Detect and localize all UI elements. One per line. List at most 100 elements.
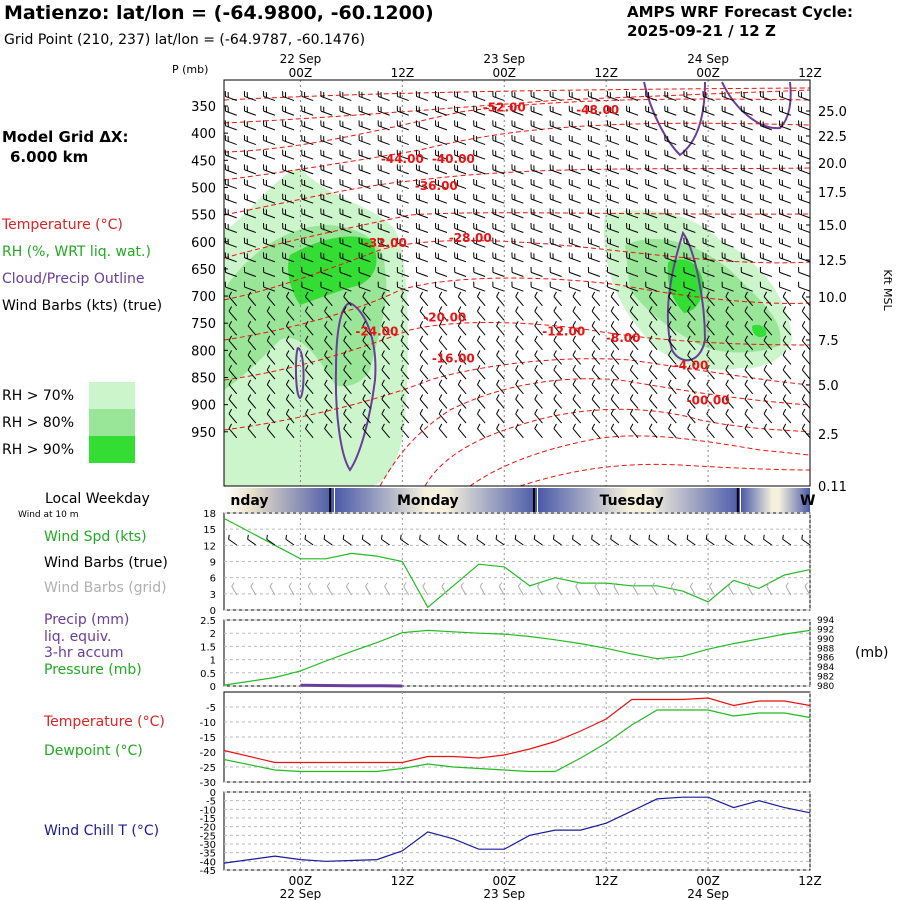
wind-barb <box>263 164 276 175</box>
rh90-swatch <box>89 436 135 463</box>
top-time-tick-label: 00Z <box>696 66 720 80</box>
wind-barb <box>683 252 696 263</box>
wind-barb <box>534 335 543 351</box>
wind-barb <box>664 237 677 248</box>
height-tick-label: 20.0 <box>818 157 847 172</box>
wind-barb <box>572 335 582 351</box>
temperature-contour <box>379 378 810 486</box>
surface-wind-barb-true <box>323 534 333 546</box>
wind-barb <box>415 252 428 263</box>
surface-wind-barb-grid <box>632 582 639 596</box>
wind-barb <box>782 423 792 439</box>
wind-barb <box>702 149 715 160</box>
surface-wind-barb-true <box>400 534 410 546</box>
wind-barb <box>305 364 314 380</box>
wind-barb <box>285 291 295 307</box>
wind-barb <box>759 223 772 233</box>
wind-barb <box>282 266 295 277</box>
wind-barb <box>610 423 620 439</box>
wind-barb <box>740 281 753 292</box>
temperature-contour <box>224 167 810 216</box>
wind-barb <box>778 91 792 102</box>
surface-wind-barb-grid <box>651 582 658 596</box>
wind-barb <box>473 208 486 219</box>
temperature-contour-label: -00.00 <box>687 394 730 408</box>
wind-barb <box>801 408 810 424</box>
wind-barb <box>457 291 467 307</box>
wind-barb <box>587 208 600 219</box>
wind-barb <box>434 281 448 292</box>
wind-barb <box>725 408 734 424</box>
wind-barb <box>587 223 600 233</box>
wind-barb <box>243 281 257 292</box>
wind-barb <box>396 179 409 190</box>
wind-barb <box>782 291 792 307</box>
wind-barb <box>224 91 237 102</box>
wind-barb <box>645 281 658 292</box>
wind-barb <box>247 364 257 380</box>
wind-barb <box>381 335 390 351</box>
wind-barb <box>381 394 390 409</box>
wind-barb <box>798 193 810 204</box>
wind-barb <box>282 281 295 292</box>
wind-barb <box>725 379 734 395</box>
wind-barb <box>740 135 753 146</box>
y-tick-label: -5 <box>206 797 216 808</box>
surface-wind-barb-true <box>228 534 238 546</box>
wind-barb <box>553 408 562 424</box>
wind-barb <box>396 149 409 160</box>
temperature-contour-label: -52.00 <box>483 100 526 114</box>
wind-barb <box>606 223 620 233</box>
wind-barb <box>591 306 601 321</box>
wind-barb <box>721 91 734 102</box>
wind-barb <box>263 281 276 292</box>
wind-barb <box>224 164 237 175</box>
wind-barb <box>263 179 276 190</box>
wind-barb <box>702 91 715 102</box>
pressure-tick-label: 950 <box>191 426 216 441</box>
top-time-tick-label: 00Z <box>289 66 313 80</box>
surface-wind-barb-grid <box>517 582 524 596</box>
wind-barb <box>358 120 371 131</box>
wind-barb <box>434 223 448 233</box>
wind-barb <box>553 379 562 395</box>
temperature-contour-label: -48.00 <box>576 103 619 117</box>
wind-barb <box>702 281 715 292</box>
rh80-swatch <box>89 409 135 436</box>
wind-barb <box>496 291 505 307</box>
wind-barb <box>778 164 792 175</box>
wind-barb <box>721 252 734 263</box>
wind-barb <box>740 237 753 248</box>
wind-barb <box>782 320 792 336</box>
wind-barb <box>496 394 505 409</box>
wind-barb <box>530 281 543 292</box>
series-line-precip-mm- <box>300 683 403 688</box>
surface-wind-barb-true <box>514 534 524 546</box>
wind-barb <box>568 135 581 146</box>
rh90-region-right-small <box>752 324 767 338</box>
wind-barb <box>721 149 734 160</box>
y-tick-label: -20 <box>200 823 216 834</box>
wind-barb <box>610 379 620 395</box>
wind-barb <box>744 408 754 424</box>
wind-barb <box>419 394 429 409</box>
wind-barb <box>496 306 505 321</box>
surface-wind-barb-grid <box>365 582 371 596</box>
wind-barb <box>511 193 524 204</box>
y2-tick-label: 980 <box>817 682 834 692</box>
wind-barb <box>798 179 810 190</box>
wind-barb <box>702 266 715 277</box>
rh80-region-right <box>625 239 781 353</box>
wind-barb <box>266 379 276 395</box>
wind-barb <box>247 335 257 351</box>
wind-barb <box>339 149 352 160</box>
wind-barb <box>343 291 352 307</box>
series-line-wind-chill-t-c- <box>223 796 811 864</box>
wind-barb <box>243 266 257 277</box>
wind-barb <box>473 237 486 248</box>
wind-barb <box>702 164 715 175</box>
temperature-contour-label: -24.00 <box>355 325 398 339</box>
wind-barb <box>396 266 409 277</box>
wind-barb <box>400 335 410 351</box>
